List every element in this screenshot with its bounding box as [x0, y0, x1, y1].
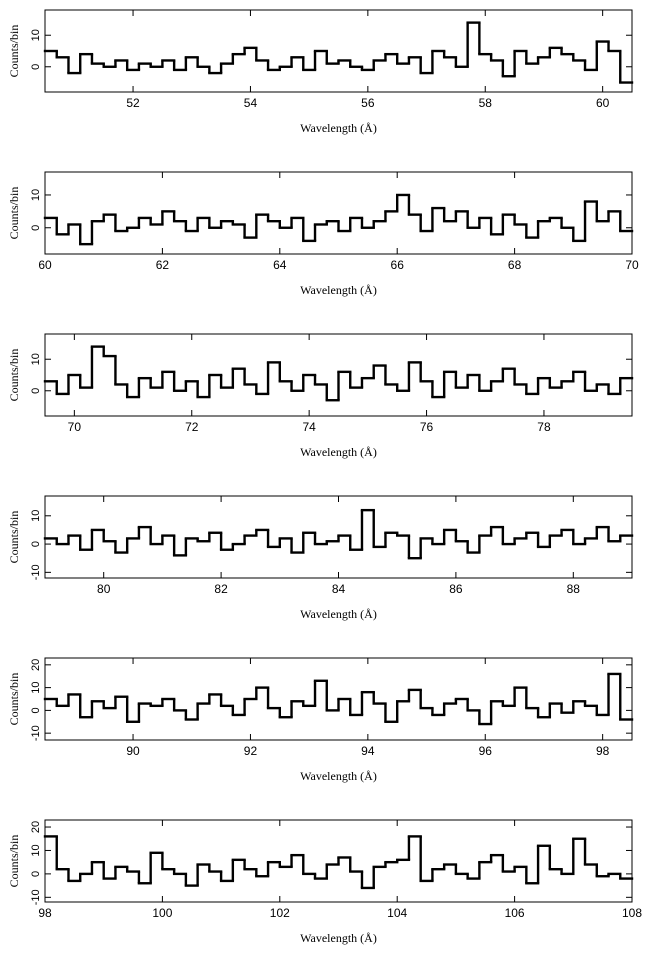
x-axis-label: Wavelength (Å)	[300, 121, 377, 135]
x-tick-label: 62	[156, 258, 170, 272]
y-axis-label: Counts/bin	[7, 511, 21, 564]
y-axis-label: Counts/bin	[7, 25, 21, 78]
x-tick-label: 76	[420, 420, 434, 434]
x-tick-label: 66	[391, 258, 405, 272]
y-tick-label: 0	[30, 541, 42, 547]
y-tick-label: 0	[30, 388, 42, 394]
y-tick-label: 20	[30, 659, 42, 671]
x-tick-label: 108	[622, 906, 642, 920]
y-tick-label: -10	[30, 564, 42, 580]
x-tick-label: 70	[68, 420, 82, 434]
y-tick-label: 0	[30, 707, 42, 713]
y-tick-label: -10	[30, 889, 42, 905]
x-tick-label: 84	[332, 582, 346, 596]
x-tick-label: 86	[449, 582, 463, 596]
x-tick-label: 98	[596, 744, 610, 758]
x-axis-label: Wavelength (Å)	[300, 769, 377, 783]
x-axis-label: Wavelength (Å)	[300, 607, 377, 621]
plot-frame	[44, 171, 633, 255]
y-tick-label: 0	[30, 225, 42, 231]
x-tick-label: 82	[214, 582, 228, 596]
x-tick-label: 98	[38, 906, 52, 920]
x-tick-label: 70	[625, 258, 639, 272]
x-tick-label: 104	[387, 906, 407, 920]
plot-frame	[44, 9, 633, 93]
y-axis-label: Counts/bin	[7, 673, 21, 726]
x-axis-label: Wavelength (Å)	[300, 931, 377, 945]
x-tick-label: 72	[185, 420, 199, 434]
y-tick-label: 10	[30, 844, 42, 856]
y-tick-label: 10	[30, 29, 42, 41]
x-tick-label: 74	[302, 420, 316, 434]
plot-frame	[44, 819, 633, 903]
x-tick-label: 94	[361, 744, 375, 758]
plot-frame	[44, 333, 633, 417]
y-tick-label: 10	[30, 353, 42, 365]
y-tick-label: 0	[30, 64, 42, 70]
y-tick-label: 10	[30, 681, 42, 693]
x-tick-label: 60	[38, 258, 52, 272]
y-tick-label: 10	[30, 189, 42, 201]
y-axis-label: Counts/bin	[7, 187, 21, 240]
y-tick-label: 20	[30, 821, 42, 833]
x-tick-label: 54	[244, 96, 258, 110]
x-tick-label: 52	[126, 96, 140, 110]
x-tick-label: 106	[505, 906, 525, 920]
x-tick-label: 90	[126, 744, 140, 758]
x-tick-label: 102	[270, 906, 290, 920]
x-tick-label: 78	[537, 420, 551, 434]
y-tick-label: 10	[30, 510, 42, 522]
x-axis-label: Wavelength (Å)	[300, 283, 377, 297]
y-axis-label: Counts/bin	[7, 835, 21, 888]
x-tick-label: 60	[596, 96, 610, 110]
x-tick-label: 56	[361, 96, 375, 110]
x-tick-label: 96	[479, 744, 493, 758]
x-tick-label: 88	[567, 582, 581, 596]
x-tick-label: 68	[508, 258, 522, 272]
x-tick-label: 58	[479, 96, 493, 110]
y-tick-label: -10	[30, 725, 42, 741]
x-tick-label: 92	[244, 744, 258, 758]
y-axis-label: Counts/bin	[7, 349, 21, 402]
plot-frame	[44, 657, 633, 741]
x-tick-label: 80	[97, 582, 111, 596]
x-tick-label: 100	[152, 906, 172, 920]
y-tick-label: 0	[30, 871, 42, 877]
x-axis-label: Wavelength (Å)	[300, 445, 377, 459]
x-tick-label: 64	[273, 258, 287, 272]
